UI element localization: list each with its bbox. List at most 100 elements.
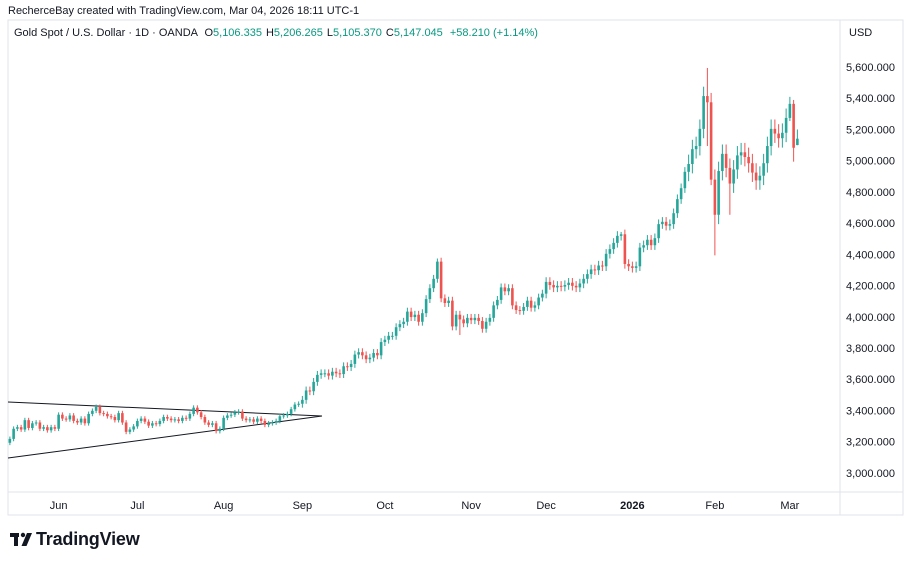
candle-body (211, 423, 214, 425)
candle-body (661, 221, 664, 225)
candle-body (46, 427, 49, 431)
candle-body (143, 418, 147, 422)
candle-body (698, 128, 702, 147)
candle-body (196, 407, 199, 413)
candle-body (293, 404, 297, 410)
candle-body (589, 269, 593, 275)
candle-body (346, 366, 349, 368)
candle-body (679, 188, 683, 200)
candle-body (537, 297, 540, 306)
ohlc-value: 5,106.335 (213, 27, 262, 39)
candle-body (428, 288, 432, 300)
candle-body (169, 418, 173, 421)
candle-body (439, 261, 443, 299)
candle-body (357, 352, 360, 355)
candle-body (556, 285, 559, 288)
candle-body (522, 306, 525, 311)
candle-body (132, 426, 135, 430)
candle-body (503, 287, 507, 292)
candle-body (34, 422, 38, 424)
candle-body (454, 314, 458, 327)
candle-body (567, 282, 570, 286)
candle-body (631, 266, 634, 268)
candle-body (188, 413, 192, 419)
candle-body (563, 285, 567, 287)
y-tick-label: 4,600.000 (846, 218, 895, 230)
candle-body (559, 285, 563, 287)
candle-body (312, 381, 315, 392)
candle-body (781, 132, 784, 139)
candle-body (762, 163, 765, 176)
candle-body (87, 413, 90, 424)
candle-body (484, 321, 488, 329)
candle-body (604, 253, 608, 267)
candle-body (124, 422, 128, 432)
candle-body (383, 339, 387, 343)
y-tick-label: 3,400.000 (846, 405, 895, 417)
candle-body (173, 419, 177, 421)
candle-body (121, 413, 124, 423)
candle-body (796, 138, 799, 146)
candle-body (233, 412, 237, 415)
candle-body (724, 153, 728, 168)
candle-body (447, 300, 450, 304)
candle-body (544, 281, 548, 294)
y-tick-label: 5,200.000 (846, 124, 895, 136)
candle-body (657, 224, 660, 239)
ohlc-value: 5,206.265 (273, 27, 323, 39)
candle-body (42, 427, 45, 429)
candle-body (282, 415, 285, 417)
candle-body (79, 418, 83, 423)
candle-body (184, 417, 188, 419)
candle-body (278, 416, 282, 421)
candle-body (634, 266, 638, 268)
candle-body (16, 427, 19, 429)
candle-body (398, 324, 402, 328)
candle-body (263, 420, 267, 425)
candle-body (421, 313, 424, 322)
candle-body (327, 373, 330, 376)
x-tick-label: Sep (293, 500, 313, 512)
x-tick-label: Aug (214, 500, 234, 512)
brand-logo (10, 532, 32, 546)
candle-body (147, 421, 150, 426)
y-tick-label: 3,800.000 (846, 343, 895, 355)
candle-body (413, 314, 417, 318)
candle-body (222, 417, 225, 429)
x-tick-label: Feb (705, 500, 724, 512)
ohlc-value: 5,105.370 (332, 27, 382, 39)
candle-body (443, 298, 447, 304)
x-tick-label: Oct (376, 500, 393, 512)
candle-body (259, 418, 263, 421)
candle-body (12, 428, 15, 439)
candle-body (499, 287, 503, 300)
candle-body (334, 371, 338, 374)
candle-body (102, 413, 105, 415)
candle-body (331, 371, 334, 376)
candle-body (207, 422, 210, 425)
candle-body (664, 221, 668, 226)
candle-body (244, 418, 248, 421)
candle-body (406, 311, 409, 322)
candle-body (64, 418, 68, 420)
candle-body (368, 357, 372, 360)
candle-body (709, 102, 713, 180)
candle-body (91, 410, 94, 414)
candle-body (8, 438, 12, 443)
candle-body (323, 373, 327, 375)
candle-body (777, 133, 780, 139)
x-tick-label: Mar (780, 500, 799, 512)
candle-body (466, 317, 469, 324)
candle-body (526, 300, 529, 307)
candle-body (53, 427, 57, 429)
candle-body (496, 299, 499, 306)
candle-body (19, 427, 23, 430)
candle-body (612, 242, 615, 250)
candle-body (477, 317, 480, 321)
candle-body (49, 427, 53, 431)
candle-body (792, 103, 795, 148)
candle-body (338, 373, 342, 375)
candle-body (458, 314, 462, 320)
candle-body (361, 352, 364, 356)
candle-body (274, 420, 278, 423)
